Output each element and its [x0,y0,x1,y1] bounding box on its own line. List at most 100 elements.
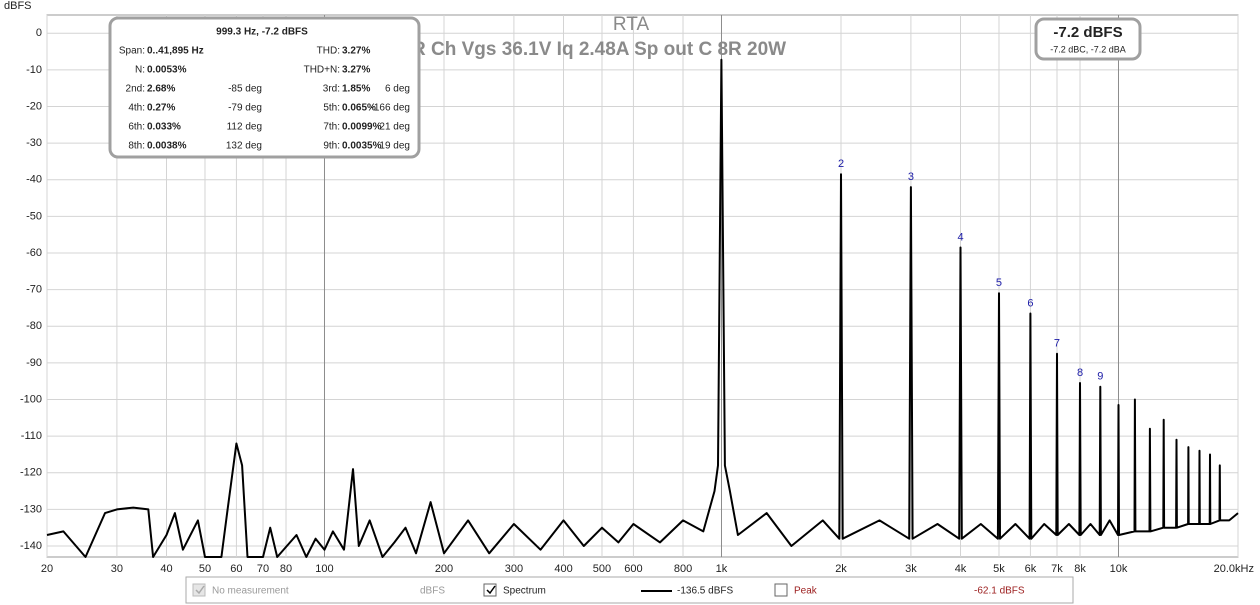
y-tick-label: -80 [26,320,42,332]
harmonic-label: 8 [1077,367,1083,379]
check-mark [195,585,205,595]
y-tick-label: -100 [20,393,42,405]
y-tick-label: -50 [26,210,42,222]
y-tick-label: -30 [26,137,42,149]
x-tick-label: 60 [230,563,242,575]
info-cell: 0..41,895 Hz [147,46,204,57]
check-mark [486,585,496,595]
x-tick-label: 70 [257,563,269,575]
y-tick-label: -10 [26,64,42,76]
x-tick-label: 100 [315,563,333,575]
info-cell: 112 deg [227,122,262,133]
info-box: 999.3 Hz, -7.2 dBFS Span: 0..41,895 Hz THD… [108,16,421,159]
x-tick-label: 6k [1025,563,1037,575]
info-cell: 0.0099% [342,122,382,133]
info-cell: 7th: [323,122,340,133]
y-tick-label: -120 [20,467,42,479]
info-cell: 0.065% [342,103,376,114]
harmonic-label: 2 [838,158,844,170]
info-cell: 0.27% [147,103,175,114]
x-tick-label: 1k [716,563,728,575]
info-cell: 5th: [323,103,340,114]
harmonic-label: 6 [1027,297,1033,309]
x-tick-label: 80 [280,563,292,575]
y-tick-label: -20 [26,100,42,112]
x-tick-label: 200 [435,563,453,575]
legend-text: No measurement [212,586,289,597]
x-tick-label: 4k [955,563,967,575]
checkbox[interactable] [483,583,497,597]
x-tick-label: 10k [1110,563,1128,575]
x-tick-label: 8k [1074,563,1086,575]
info-cell: 0.0038% [147,141,187,152]
info-cell: 21 deg [379,122,410,133]
legend-text: -62.1 dBFS [974,586,1025,597]
harmonic-label: 7 [1054,338,1060,350]
y-tick-label: -110 [21,430,42,442]
x-tick-label: 3k [905,563,917,575]
x-tick-label: 20.0kHz [1214,563,1254,575]
checkbox[interactable] [774,583,788,597]
info-cell: 6 deg [385,84,410,95]
info-cell: 0.033% [147,122,181,133]
info-cell: 132 deg [226,141,262,152]
info-cell: 6th: [128,122,145,133]
info-cell: 19 deg [379,141,410,152]
y-tick-label: -130 [20,503,42,515]
info-box-frame [108,16,421,159]
harmonic-label: 5 [996,277,1002,289]
info-cell: 2nd: [126,84,145,95]
info-cell: 0.0035% [342,141,382,152]
x-tick-label: 400 [554,563,572,575]
y-tick-label: -140 [20,540,42,552]
harmonic-label: 9 [1097,371,1103,383]
y-tick-label: -90 [26,357,42,369]
y-tick-label: 0 [36,27,42,39]
legend-text: Spectrum [503,586,546,597]
info-cell: 8th: [128,141,145,152]
info-cell: 4th: [128,103,145,114]
x-tick-label: 300 [505,563,523,575]
x-tick-label: 5k [993,563,1005,575]
info-cell: -85 deg [228,84,262,95]
y-tick-label: -40 [26,174,42,186]
x-tick-label: 20 [41,563,53,575]
x-tick-label: 40 [160,563,172,575]
info-cell: 1.85% [342,84,370,95]
info-cell: Span: [119,46,145,57]
checkbox[interactable] [192,583,206,597]
info-cell: N: [135,65,145,76]
info-cell: 3.27% [342,65,370,76]
spectrum-line [46,58,1239,558]
y-axis-label: dBFS [4,0,32,12]
x-tick-label: 2k [835,563,847,575]
info-cell: 2.68% [147,84,175,95]
readout-weighted: -7.2 dBC, -7.2 dBA [1050,44,1126,54]
info-header: 999.3 Hz, -7.2 dBFS [216,27,308,38]
x-tick-label: 50 [199,563,211,575]
info-cell: THD+N: [304,65,340,76]
info-cell: -79 deg [228,103,262,114]
info-cell: -166 deg [371,103,410,114]
legend-text: dBFS [420,586,445,597]
legend-text: Peak [794,586,818,597]
y-tick-label: -60 [26,247,42,259]
plot: 2 3 4 5 6 7 8 9 [46,58,1239,558]
readout-box [1034,17,1142,61]
x-tick-label: 500 [593,563,611,575]
info-cell: 0.0053% [147,65,187,76]
x-tick-label: 7k [1051,563,1063,575]
readout-level: -7.2 dBFS [1053,24,1122,41]
x-tick-label: 800 [674,563,692,575]
legend-text: -136.5 dBFS [677,586,733,597]
info-cell: THD: [317,46,340,57]
harmonic-label: 4 [957,231,963,243]
x-tick-label: 600 [624,563,642,575]
legend-bar: No measurement dBFS Spectrum -136.5 dBFS… [185,576,1074,604]
x-tick-label: 30 [111,563,123,575]
chart-subtitle: R Ch Vgs 36.1V Iq 2.48A Sp out C 8R 20W [412,39,786,60]
harmonic-label: 3 [908,171,914,183]
info-cell: 3rd: [323,84,340,95]
